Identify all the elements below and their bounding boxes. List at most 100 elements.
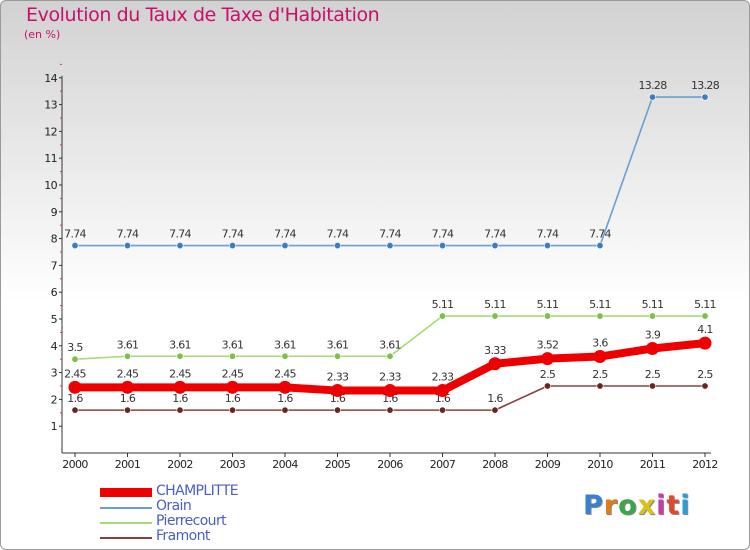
logo-letter: P xyxy=(583,490,604,521)
x-tick-label-2001: 2001 xyxy=(115,458,141,471)
data-label-champlitte-2004: 2.45 xyxy=(274,367,296,380)
y-tick-label-7: 7 xyxy=(51,259,58,272)
data-label-pierrecourt-2000: 3.5 xyxy=(67,341,83,354)
data-label-pierrecourt-2003: 3.61 xyxy=(222,338,244,351)
data-point-framont-2012 xyxy=(701,382,709,390)
data-point-pierrecourt-2005 xyxy=(333,352,341,360)
data-point-pierrecourt-2009 xyxy=(543,312,551,320)
data-label-champlitte-2000: 2.45 xyxy=(64,367,86,380)
data-label-orain-2005: 7.74 xyxy=(327,228,349,241)
data-point-framont-2006 xyxy=(386,406,394,414)
legend-item-framont: Framont xyxy=(100,528,300,545)
legend-label-champlitte: CHAMPLITTE xyxy=(156,483,239,499)
y-tick-label-2: 2 xyxy=(51,393,57,406)
proxiti-logo: Proxiti xyxy=(583,490,691,521)
y-tick-label-10: 10 xyxy=(44,179,57,192)
data-label-orain-2006: 7.74 xyxy=(379,228,401,241)
chart-title: Evolution du Taux de Taxe d'Habitation xyxy=(26,4,380,26)
data-point-champlitte-2011 xyxy=(646,341,659,355)
data-label-champlitte-2012: 4.1 xyxy=(697,323,712,336)
chart-subtitle: (en %) xyxy=(24,28,61,41)
data-point-orain-2001 xyxy=(124,242,132,250)
data-point-framont-2004 xyxy=(281,406,289,414)
data-point-pierrecourt-2003 xyxy=(229,352,237,360)
data-label-orain-2003: 7.74 xyxy=(222,228,244,241)
data-label-champlitte-2003: 2.45 xyxy=(222,367,244,380)
y-tick-label-12: 12 xyxy=(44,125,57,138)
data-label-framont-2010: 2.5 xyxy=(592,368,608,381)
data-point-framont-2008 xyxy=(491,406,499,414)
y-tick-label-4: 4 xyxy=(51,340,58,353)
data-point-champlitte-2003 xyxy=(226,380,239,394)
data-label-framont-2009: 2.5 xyxy=(540,368,556,381)
data-point-orain-2006 xyxy=(386,242,394,250)
data-label-pierrecourt-2009: 5.11 xyxy=(537,298,559,311)
data-point-framont-2002 xyxy=(176,406,184,414)
data-point-champlitte-2012 xyxy=(698,336,712,350)
data-label-pierrecourt-2010: 5.11 xyxy=(589,298,611,311)
data-point-pierrecourt-2007 xyxy=(438,312,446,320)
data-point-champlitte-2007 xyxy=(436,384,449,398)
data-label-champlitte-2009: 3.52 xyxy=(537,339,559,352)
logo-letter: r xyxy=(603,490,619,521)
logo-letter: o xyxy=(618,490,638,521)
logo-letter: i xyxy=(656,490,667,521)
data-label-pierrecourt-2001: 3.61 xyxy=(117,338,139,351)
data-point-pierrecourt-2001 xyxy=(124,352,132,360)
logo-letter: i xyxy=(680,490,691,521)
x-tick-label-2012: 2012 xyxy=(692,458,718,471)
data-label-orain-2000: 7.74 xyxy=(64,228,86,241)
y-tick-label-1: 1 xyxy=(51,420,57,433)
data-label-orain-2010: 7.74 xyxy=(589,228,611,241)
data-label-pierrecourt-2006: 3.61 xyxy=(379,338,401,351)
data-label-orain-2001: 7.74 xyxy=(117,228,139,241)
data-point-orain-2011 xyxy=(648,93,656,101)
y-tick-label-11: 11 xyxy=(44,152,57,165)
data-label-champlitte-2005: 2.33 xyxy=(327,371,349,384)
data-label-orain-2004: 7.74 xyxy=(274,228,296,241)
data-label-orain-2011: 13.28 xyxy=(639,79,668,92)
data-point-orain-2003 xyxy=(229,242,237,250)
data-label-framont-2001: 1.6 xyxy=(120,392,136,405)
logo-letter: x xyxy=(637,490,657,521)
x-tick-label-2004: 2004 xyxy=(272,458,298,471)
y-tick-label-8: 8 xyxy=(51,233,58,246)
data-point-pierrecourt-2011 xyxy=(648,312,656,320)
logo-letter: t xyxy=(666,490,681,521)
legend-label-pierrecourt: Pierrecourt xyxy=(156,513,227,529)
legend-swatch-orain xyxy=(100,507,152,509)
data-label-champlitte-2010: 3.6 xyxy=(592,337,608,350)
data-label-framont-2004: 1.6 xyxy=(277,392,293,405)
x-tick-label-2011: 2011 xyxy=(640,458,666,471)
data-label-orain-2007: 7.74 xyxy=(432,228,454,241)
data-label-pierrecourt-2008: 5.11 xyxy=(484,298,506,311)
y-tick-label-6: 6 xyxy=(51,286,58,299)
data-label-orain-2012: 13.28 xyxy=(691,79,720,92)
data-point-orain-2002 xyxy=(176,242,184,250)
legend-label-framont: Framont xyxy=(156,528,210,544)
data-label-pierrecourt-2005: 3.61 xyxy=(327,338,349,351)
data-label-champlitte-2002: 2.45 xyxy=(169,367,191,380)
data-point-pierrecourt-2006 xyxy=(386,352,394,360)
data-point-orain-2010 xyxy=(596,242,604,250)
data-point-framont-2005 xyxy=(333,406,341,414)
data-point-champlitte-2004 xyxy=(278,380,292,394)
x-tick-label-2000: 2000 xyxy=(62,458,88,471)
data-label-framont-2002: 1.6 xyxy=(172,392,188,405)
data-point-orain-2005 xyxy=(333,242,341,250)
data-label-framont-2000: 1.6 xyxy=(67,392,83,405)
data-point-champlitte-2000 xyxy=(68,380,82,394)
data-point-pierrecourt-2000 xyxy=(71,355,79,363)
legend-item-pierrecourt: Pierrecourt xyxy=(100,513,300,530)
data-point-pierrecourt-2004 xyxy=(281,352,289,360)
data-point-champlitte-2005 xyxy=(331,384,344,398)
x-tick-label-2006: 2006 xyxy=(377,458,403,471)
x-tick-label-2010: 2010 xyxy=(587,458,613,471)
data-label-framont-2008: 1.6 xyxy=(487,392,503,405)
legend-label-orain: Orain xyxy=(156,498,192,514)
x-tick-label-2009: 2009 xyxy=(535,458,561,471)
data-label-champlitte-2006: 2.33 xyxy=(379,371,401,384)
data-label-orain-2002: 7.74 xyxy=(169,228,191,241)
